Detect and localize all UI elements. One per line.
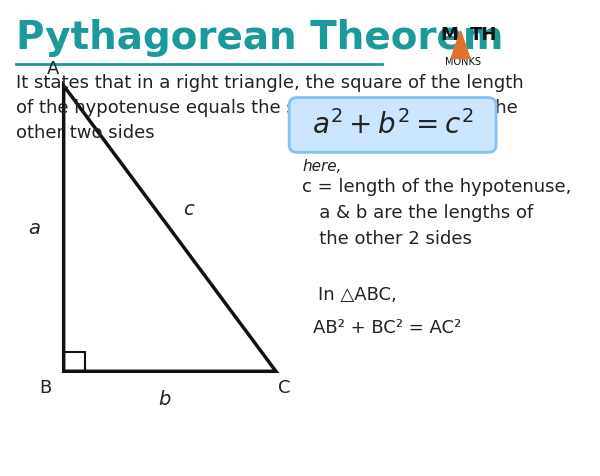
Text: c = length of the hypotenuse,
   a & b are the lengths of
   the other 2 sides: c = length of the hypotenuse, a & b are … bbox=[302, 178, 572, 248]
Text: TH: TH bbox=[470, 26, 497, 44]
Text: a: a bbox=[28, 219, 40, 238]
Text: here,: here, bbox=[302, 159, 342, 175]
Text: b: b bbox=[158, 390, 170, 409]
Text: c: c bbox=[183, 200, 194, 219]
Text: $a^2 + b^2 = c^2$: $a^2 + b^2 = c^2$ bbox=[312, 110, 473, 140]
Text: MONKS: MONKS bbox=[445, 57, 481, 67]
Polygon shape bbox=[451, 31, 470, 59]
Text: A: A bbox=[47, 60, 59, 78]
Text: M: M bbox=[440, 26, 458, 44]
FancyBboxPatch shape bbox=[289, 98, 496, 152]
Text: C: C bbox=[278, 379, 290, 397]
Text: In △ABC,: In △ABC, bbox=[319, 286, 397, 304]
Text: Pythagorean Theorem: Pythagorean Theorem bbox=[16, 19, 503, 57]
Text: AB² + BC² = AC²: AB² + BC² = AC² bbox=[313, 319, 461, 337]
Text: It states that in a right triangle, the square of the length
of the hypotenuse e: It states that in a right triangle, the … bbox=[16, 74, 524, 142]
Text: B: B bbox=[39, 379, 51, 397]
